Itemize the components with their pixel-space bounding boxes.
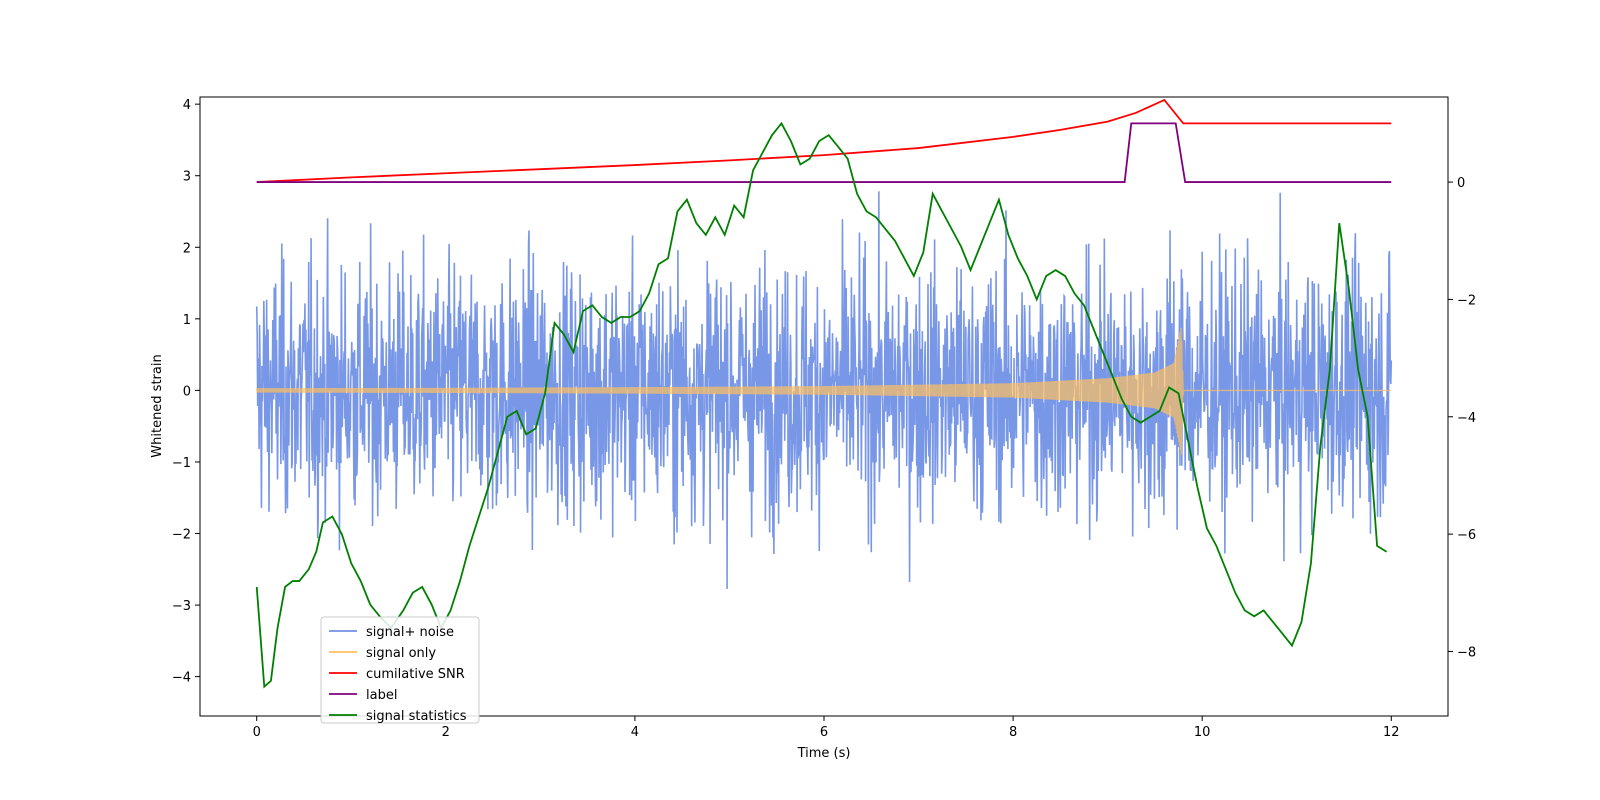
y2-tick-label: −8: [1457, 645, 1476, 660]
y-tick-label: −1: [172, 456, 191, 471]
y-tick-label: 4: [183, 98, 191, 113]
x-tick-label: 12: [1383, 725, 1400, 740]
x-tick-label: 10: [1194, 725, 1211, 740]
y-tick-label: 1: [183, 313, 191, 328]
y2-tick-label: −2: [1457, 293, 1476, 308]
signal-only-line: [256, 328, 1392, 455]
y-tick-label: 0: [183, 384, 191, 399]
x-tick-label: 0: [253, 725, 261, 740]
signal-noise-line: [255, 191, 1393, 589]
y2-tick-label: −4: [1457, 411, 1476, 426]
label-line: [256, 122, 1392, 183]
y-tick-label: −3: [172, 599, 191, 614]
y-tick-label: −4: [172, 671, 191, 686]
y2-tick-label: −6: [1457, 528, 1476, 543]
signal-statistics-line: [255, 121, 1388, 689]
y-tick-label: 2: [183, 241, 191, 256]
y-tick-label: −2: [172, 528, 191, 543]
legend-label: signal only: [366, 646, 436, 661]
y-axis-right: −8 −6 −4 −2 0: [1448, 176, 1476, 660]
y-axis-left: −4 −3 −2 −1 0 1 2 3 4: [172, 98, 200, 686]
legend: signal+ noise signal only cumilative SNR la…: [320, 616, 480, 724]
x-tick-label: 2: [442, 725, 450, 740]
x-axis-label: Time (s): [797, 746, 851, 761]
cumulative-snr-line: [256, 98, 1392, 183]
y-axis-label: Whitened strain: [150, 354, 165, 457]
plot-area: [255, 98, 1393, 689]
x-tick-label: 6: [820, 725, 828, 740]
y-tick-label: 3: [183, 170, 191, 185]
x-tick-label: 4: [631, 725, 639, 740]
legend-label: signal statistics: [366, 709, 467, 724]
x-tick-label: 8: [1009, 725, 1017, 740]
legend-label: label: [366, 688, 397, 703]
legend-label: cumilative SNR: [366, 667, 465, 682]
y2-tick-label: 0: [1457, 176, 1465, 191]
legend-box: [320, 616, 480, 724]
legend-label: signal+ noise: [366, 625, 454, 640]
